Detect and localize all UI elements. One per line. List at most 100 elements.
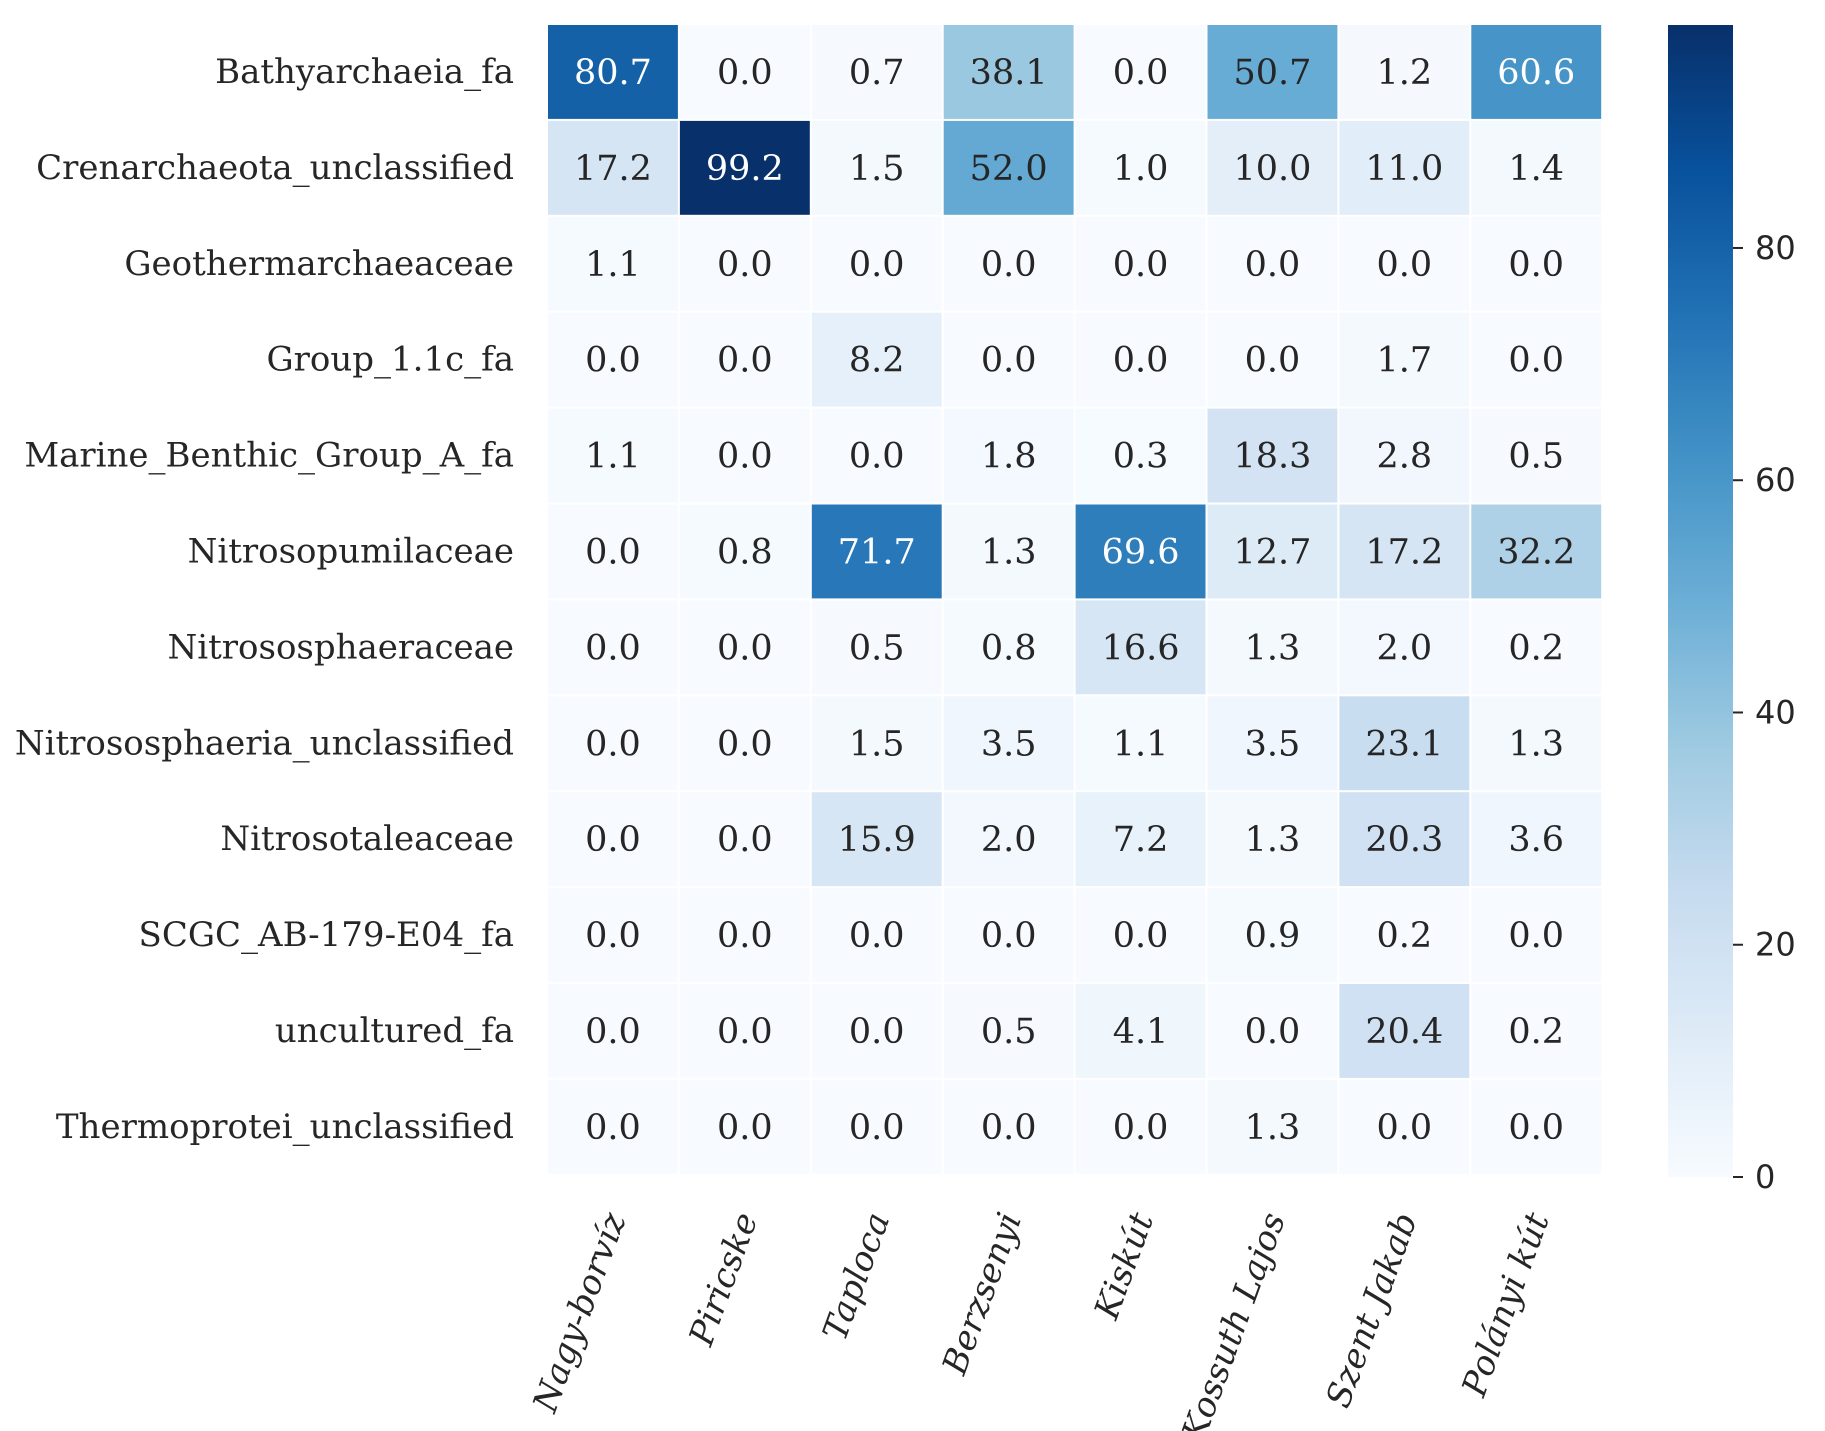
- cell-value-label: 0.0: [849, 245, 905, 285]
- cell-value-label: 0.0: [1245, 245, 1301, 285]
- heatmap-cell-uncultured-fa-taploca: [811, 984, 942, 1078]
- heatmap-cell-scgc-ab-179-e04-fa-nagy-borviz: [548, 888, 678, 982]
- cell-value-label: 0.0: [717, 1012, 773, 1052]
- cell-value-label: 0.0: [585, 341, 641, 381]
- heatmap-cell-group-1-1c-fa-polanyi-kut: [1471, 312, 1602, 407]
- heatmap-cell-nitrososphaeraceae-kossuth-lajos: [1207, 600, 1338, 695]
- heatmap-cell-geothermarchaeaceae-szent-jakab: [1339, 216, 1470, 311]
- heatmap-cell-geothermarchaeaceae-kossuth-lajos: [1207, 216, 1338, 311]
- heatmap-cell-nitrosopumilaceae-kiskut: [1075, 504, 1206, 599]
- heatmap-cell-thermoprotei-unclassified-polanyi-kut: [1471, 1079, 1602, 1174]
- row-labels: Bathyarchaeia_fa Crenarchaeota_unclassifi…: [15, 52, 514, 1147]
- cell-value-label: 0.0: [585, 724, 641, 764]
- cell-value-label: 0.0: [849, 916, 905, 956]
- heatmap-cell-group-1-1c-fa-szent-jakab: [1339, 312, 1470, 407]
- colorbar-tick-label: 0: [1755, 1158, 1775, 1196]
- cell-value-label: 0.8: [717, 532, 773, 572]
- cell-value-label: 0.7: [849, 53, 905, 93]
- cell-value-label: 0.0: [717, 437, 773, 477]
- heatmap-cell-bathyarchaeia-fa-kiskut: [1075, 25, 1206, 119]
- cell-value-label: 0.2: [1508, 628, 1564, 668]
- cell-value-label: 1.5: [849, 724, 905, 764]
- heatmap-cell-thermoprotei-unclassified-kossuth-lajos: [1207, 1079, 1338, 1174]
- cell-value-label: 0.0: [717, 724, 773, 764]
- cell-value-label: 0.0: [981, 341, 1037, 381]
- cell-value-label: 1.3: [1508, 724, 1564, 764]
- row-label-geothermarchaeaceae: Geothermarchaeaceae: [124, 244, 514, 284]
- cell-value-label: 0.0: [1377, 245, 1433, 285]
- cell-value-label: 0.2: [1508, 1012, 1564, 1052]
- heatmap-cell-marine-benthic-group-a-fa-nagy-borviz: [548, 408, 678, 503]
- heatmap-cell-marine-benthic-group-a-fa-kiskut: [1075, 408, 1206, 503]
- heatmap-cell-bathyarchaeia-fa-taploca: [811, 25, 942, 119]
- cell-value-label: 0.3: [1113, 437, 1169, 477]
- cell-value-label: 0.0: [717, 341, 773, 381]
- cell-value-label: 2.0: [981, 820, 1037, 860]
- cell-value-label: 0.0: [1113, 916, 1169, 956]
- column-label-berzsenyi: Berzsenyi: [934, 1207, 1030, 1380]
- heatmap-cell-geothermarchaeaceae-berzsenyi: [943, 216, 1074, 311]
- cell-value-label: 12.7: [1233, 532, 1311, 572]
- cell-value-label: 60.6: [1497, 53, 1575, 93]
- heatmap-cell-nitrosotaleaceae-berzsenyi: [943, 792, 1074, 887]
- row-label-group-1-1c-fa: Group_1.1c_fa: [266, 340, 514, 380]
- heatmap-cell-nitrososphaeria-unclassified-polanyi-kut: [1471, 696, 1602, 791]
- cell-value-label: 0.0: [1113, 53, 1169, 93]
- row-label-thermoprotei-unclassified: Thermoprotei_unclassified: [56, 1107, 514, 1147]
- cell-value-label: 0.0: [717, 820, 773, 860]
- heatmap-cell-scgc-ab-179-e04-fa-szent-jakab: [1339, 888, 1470, 982]
- cell-value-label: 1.7: [1377, 341, 1433, 381]
- heatmap-cell-crenarchaeota-unclassified-kiskut: [1075, 120, 1206, 215]
- heatmap-cell-nitrosotaleaceae-nagy-borviz: [548, 792, 678, 887]
- heatmap-cell-crenarchaeota-unclassified-taploca: [811, 120, 942, 215]
- heatmap-cell-geothermarchaeaceae-taploca: [811, 216, 942, 311]
- cell-value-label: 11.0: [1365, 149, 1443, 189]
- colorbar-tick-label: 20: [1755, 926, 1796, 964]
- cell-value-label: 0.0: [981, 916, 1037, 956]
- cell-value-label: 1.1: [585, 437, 641, 477]
- cell-value-label: 0.0: [585, 532, 641, 572]
- heatmap-cell-nitrososphaeria-unclassified-szent-jakab: [1339, 696, 1470, 791]
- cell-value-label: 0.0: [849, 1012, 905, 1052]
- heatmap-cells: 80.7 0.0 0.7 38.1 0.0 50.7 1.2 60.6 17.2 99.2 1.5 5…: [548, 25, 1602, 1174]
- cell-value-label: 0.0: [717, 1108, 773, 1148]
- heatmap-cell-nitrosotaleaceae-kossuth-lajos: [1207, 792, 1338, 887]
- column-label-polanyi-kut: Polányi kút: [1454, 1207, 1558, 1402]
- heatmap-cell-geothermarchaeaceae-polanyi-kut: [1471, 216, 1602, 311]
- row-label-scgc-ab-179-e04-fa: SCGC_AB-179-E04_fa: [139, 915, 514, 955]
- cell-value-label: 32.2: [1497, 532, 1575, 572]
- heatmap-cell-group-1-1c-fa-kiskut: [1075, 312, 1206, 407]
- cell-value-label: 0.0: [981, 245, 1037, 285]
- heatmap-cell-scgc-ab-179-e04-fa-piricske: [679, 888, 810, 982]
- heatmap-cell-nitrososphaeria-unclassified-kossuth-lajos: [1207, 696, 1338, 791]
- cell-value-label: 15.9: [838, 820, 916, 860]
- cell-value-label: 1.2: [1377, 53, 1433, 93]
- heatmap-cell-group-1-1c-fa-piricske: [679, 312, 810, 407]
- cell-value-label: 0.8: [981, 628, 1037, 668]
- cell-value-label: 7.2: [1113, 820, 1169, 860]
- heatmap-cell-marine-benthic-group-a-fa-szent-jakab: [1339, 408, 1470, 503]
- cell-value-label: 0.2: [1377, 916, 1433, 956]
- heatmap-cell-uncultured-fa-nagy-borviz: [548, 984, 678, 1078]
- cell-value-label: 20.3: [1365, 820, 1443, 860]
- column-label-kossuth-lajos: Kossuth Lajos: [1174, 1207, 1294, 1431]
- heatmap-cell-group-1-1c-fa-nagy-borviz: [548, 312, 678, 407]
- cell-value-label: 0.0: [585, 1012, 641, 1052]
- cell-value-label: 0.0: [1245, 1012, 1301, 1052]
- heatmap-cell-thermoprotei-unclassified-szent-jakab: [1339, 1079, 1470, 1174]
- heatmap-cell-uncultured-fa-kiskut: [1075, 984, 1206, 1078]
- cell-value-label: 0.0: [849, 437, 905, 477]
- heatmap-cell-bathyarchaeia-fa-nagy-borviz: [548, 25, 678, 119]
- heatmap-cell-nitrososphaeraceae-nagy-borviz: [548, 600, 678, 695]
- cell-value-label: 8.2: [849, 341, 905, 381]
- heatmap-cell-bathyarchaeia-fa-piricske: [679, 25, 810, 119]
- heatmap-cell-crenarchaeota-unclassified-piricske: [679, 120, 810, 215]
- cell-value-label: 1.8: [981, 437, 1037, 477]
- heatmap-cell-nitrosopumilaceae-nagy-borviz: [548, 504, 678, 599]
- heatmap-cell-group-1-1c-fa-kossuth-lajos: [1207, 312, 1338, 407]
- cell-value-label: 0.0: [585, 1108, 641, 1148]
- heatmap-cell-scgc-ab-179-e04-fa-kiskut: [1075, 888, 1206, 982]
- heatmap-cell-marine-benthic-group-a-fa-berzsenyi: [943, 408, 1074, 503]
- heatmap-cell-crenarchaeota-unclassified-berzsenyi: [943, 120, 1074, 215]
- heatmap-cell-nitrosotaleaceae-piricske: [679, 792, 810, 887]
